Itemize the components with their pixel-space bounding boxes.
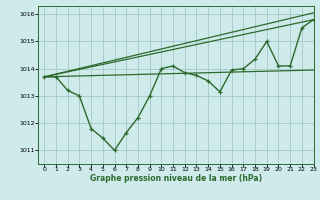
X-axis label: Graphe pression niveau de la mer (hPa): Graphe pression niveau de la mer (hPa) [90, 174, 262, 183]
